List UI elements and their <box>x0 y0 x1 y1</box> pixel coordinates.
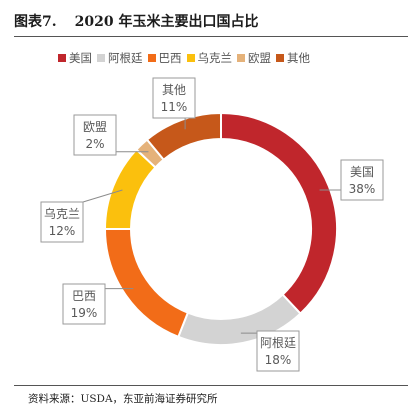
legend-item-brazil: 巴西 <box>147 50 182 66</box>
callout-label-argentina: 阿根廷 <box>260 336 296 350</box>
callout-leader-ukraine <box>82 189 123 203</box>
callout-value-brazil: 19% <box>71 306 98 320</box>
callout-box-brazil <box>62 283 106 325</box>
legend-label: 美国 <box>69 51 92 65</box>
legend-swatch <box>186 54 195 62</box>
callout-label-eu: 欧盟 <box>83 120 107 134</box>
legend-label: 巴西 <box>158 51 182 65</box>
legend-item-eu: 欧盟 <box>237 50 271 66</box>
legend-swatch <box>147 54 156 62</box>
legend-item-ukraine: 乌克兰 <box>186 50 233 66</box>
chart-legend: 美国 阿根廷 巴西 乌克兰 欧盟 其他 <box>58 50 408 66</box>
callout-value-other: 11% <box>161 100 188 114</box>
callout-label-ukraine: 乌克兰 <box>44 206 80 221</box>
donut-slice-us <box>220 111 338 315</box>
legend-swatch <box>97 54 105 62</box>
figure-title: 图表7. 2020 年玉米主要出口国占比 <box>14 10 258 32</box>
title-divider <box>14 36 408 37</box>
callout-label-other: 其他 <box>162 83 186 97</box>
source-note: 资料来源：USDA，东亚前海证券研究所 <box>28 393 218 405</box>
callout-value-argentina: 18% <box>265 353 292 367</box>
donut-slice-brazil <box>103 228 190 339</box>
legend-label: 其他 <box>287 51 310 65</box>
callout-box-ukraine <box>40 201 84 243</box>
donut-slice-other <box>145 111 222 162</box>
callout-label-brazil: 巴西 <box>72 289 96 303</box>
callout-box-us <box>340 159 384 201</box>
legend-swatch <box>237 54 245 62</box>
callout-box-other <box>152 77 196 119</box>
legend-label: 欧盟 <box>248 51 271 65</box>
legend-item-us: 美国 <box>58 50 92 66</box>
callout-value-ukraine: 12% <box>49 224 76 238</box>
callout-value-eu: 2% <box>85 137 104 151</box>
callout-box-eu <box>73 114 117 156</box>
legend-label: 乌克兰 <box>197 51 233 65</box>
callout-box-argentina <box>256 330 300 372</box>
legend-label: 阿根廷 <box>108 51 143 65</box>
legend-swatch <box>58 54 66 62</box>
legend-item-argentina: 阿根廷 <box>97 50 143 66</box>
source-divider <box>14 385 408 386</box>
legend-item-other: 其他 <box>276 50 310 66</box>
figure-title-text: 2020 年玉米主要出口国占比 <box>74 14 259 30</box>
figure-number: 图表7. <box>14 14 57 30</box>
legend-swatch <box>276 54 284 62</box>
callout-label-us: 美国 <box>350 165 374 179</box>
callout-value-us: 38% <box>349 182 376 196</box>
